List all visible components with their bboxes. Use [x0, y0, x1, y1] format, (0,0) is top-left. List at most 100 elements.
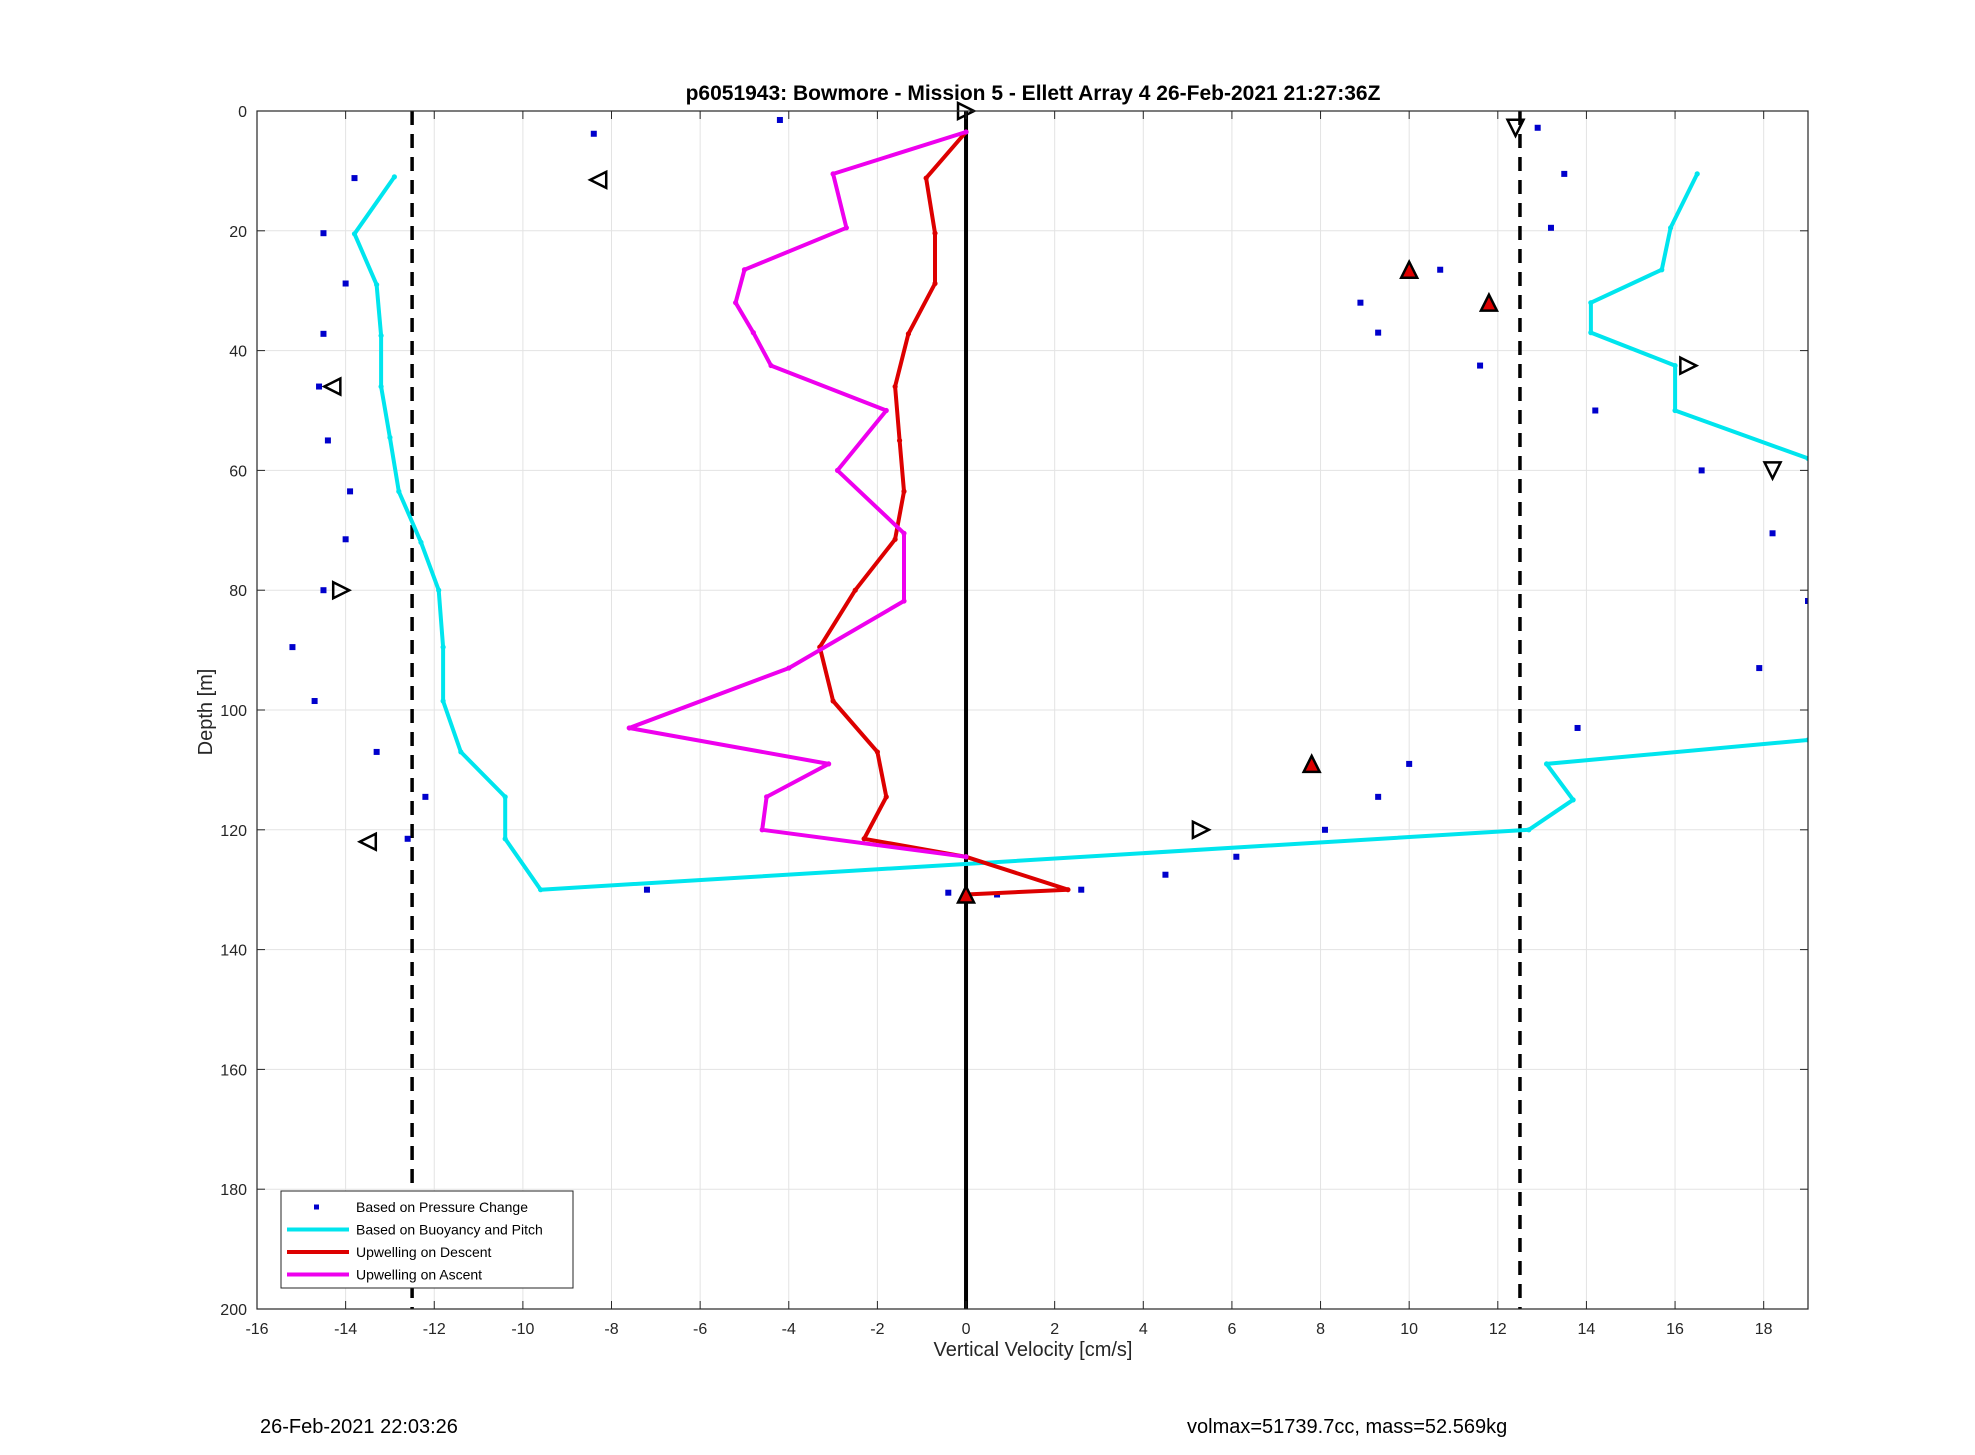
- chart-title: p6051943: Bowmore - Mission 5 - Ellett A…: [686, 82, 1381, 105]
- data-series: [289, 116, 1808, 898]
- x-tick-label: 14: [1578, 1321, 1596, 1338]
- pressure-change-point: [1437, 266, 1444, 273]
- buoyancy-pitch-line-vertex: [351, 231, 358, 237]
- triangle-up-filled-marker: [1399, 258, 1420, 279]
- legend-swatch-dot: [314, 1204, 319, 1210]
- pressure-change-point: [311, 698, 318, 705]
- pressure-change-point: [347, 488, 354, 495]
- y-tick-label: 0: [238, 104, 247, 121]
- y-axis-label: Depth [m]: [195, 669, 217, 756]
- buoyancy-pitch-line-vertex: [502, 794, 508, 800]
- x-axis-label: Vertical Velocity [cm/s]: [934, 1339, 1133, 1361]
- triangle-up-filled-marker: [1478, 291, 1499, 312]
- buoyancy-pitch-line-right-vertex: [1659, 267, 1665, 273]
- y-tick-label: 120: [220, 823, 247, 840]
- ascent-upwelling-line-vertex: [764, 794, 770, 800]
- footer-timestamp: 26-Feb-2021 22:03:26: [260, 1416, 458, 1438]
- ascent-upwelling-line-vertex: [834, 467, 841, 473]
- pressure-change-point: [351, 175, 358, 182]
- ascent-upwelling-line-vertex: [901, 530, 907, 536]
- pressure-change-point: [1547, 224, 1554, 231]
- legend-label: Upwelling on Ascent: [356, 1267, 482, 1283]
- triangle-left-marker: [587, 169, 608, 190]
- triangle-down-marker: [1762, 461, 1783, 482]
- pressure-change-point: [1574, 724, 1581, 731]
- buoyancy-pitch-line-right: [1588, 173, 1808, 461]
- buoyancy-pitch-line-right-vertex: [1672, 362, 1678, 369]
- descent-upwelling-line-vertex: [932, 230, 938, 236]
- descent-upwelling-line-vertex: [932, 280, 938, 287]
- descent-upwelling-line-vertex: [874, 749, 881, 755]
- pressure-change-point: [1078, 886, 1085, 893]
- triangle-down-marker: [1505, 118, 1526, 139]
- pressure-change-point: [590, 130, 597, 137]
- buoyancy-pitch-line-vertex: [1526, 827, 1532, 833]
- pressure-change-point: [324, 437, 331, 444]
- y-tick-label: 20: [229, 224, 247, 241]
- reference-lines: [410, 111, 1522, 1309]
- data-markers: [321, 100, 1783, 904]
- pressure-change-point: [776, 116, 783, 123]
- descent-upwelling-line-vertex: [923, 175, 929, 181]
- ascent-upwelling-line-vertex: [750, 330, 756, 336]
- y-tick-label: 40: [229, 344, 247, 361]
- pressure-change-point: [643, 886, 650, 893]
- pressure-change-point: [1805, 597, 1808, 604]
- x-tick-label: -8: [604, 1321, 618, 1338]
- x-tick-label: -16: [245, 1321, 268, 1338]
- buoyancy-pitch-line-vertex: [502, 836, 508, 842]
- legend-label: Upwelling on Descent: [356, 1244, 492, 1260]
- pressure-change-point: [1592, 407, 1599, 414]
- ascent-upwelling-line-vertex: [768, 362, 774, 369]
- descent-upwelling-line-vertex: [892, 383, 898, 390]
- pressure-change-point: [945, 889, 952, 896]
- buoyancy-pitch-line-vertex: [458, 749, 464, 755]
- buoyancy-pitch-line-vertex: [1805, 737, 1808, 743]
- y-tick-label: 180: [220, 1182, 247, 1199]
- buoyancy-pitch-line-vertex: [378, 383, 384, 390]
- pressure-change-point: [1698, 467, 1705, 474]
- buoyancy-pitch-line-vertex: [1543, 761, 1550, 767]
- x-tick-label: -14: [334, 1321, 357, 1338]
- buoyancy-pitch-line-vertex: [440, 644, 446, 650]
- buoyancy-pitch-line-vertex: [387, 434, 393, 441]
- buoyancy-pitch-line-vertex: [436, 587, 442, 593]
- x-tick-label: 8: [1316, 1321, 1325, 1338]
- descent-upwelling-line-vertex: [901, 488, 907, 494]
- x-tick-label: 0: [962, 1321, 971, 1338]
- y-tick-label: 100: [220, 703, 247, 720]
- descent-upwelling-line-vertex: [830, 698, 836, 704]
- pressure-change-point: [1233, 853, 1240, 860]
- pressure-change-point: [1769, 530, 1776, 537]
- descent-upwelling-line-vertex: [892, 536, 898, 542]
- buoyancy-pitch-line-vertex: [374, 282, 380, 288]
- x-tick-label: 4: [1139, 1321, 1148, 1338]
- x-tick-label: 2: [1050, 1321, 1059, 1338]
- pressure-change-point: [1477, 362, 1484, 369]
- buoyancy-pitch-line-vertex: [538, 887, 544, 893]
- x-tick-label: 16: [1666, 1321, 1684, 1338]
- buoyancy-pitch-line-vertex: [378, 333, 384, 339]
- pressure-change-point: [320, 330, 327, 337]
- pressure-change-point: [320, 230, 327, 237]
- buoyancy-pitch-line-right-vertex: [1668, 225, 1674, 231]
- legend: Based on Pressure Change Based on Buoyanc…: [280, 1190, 574, 1289]
- y-tick-label: 160: [220, 1062, 247, 1079]
- y-tick-label: 200: [220, 1302, 247, 1319]
- pressure-change-point: [1357, 299, 1364, 306]
- ascent-upwelling-line-vertex: [786, 665, 792, 671]
- buoyancy-pitch-line-vertex: [418, 539, 424, 545]
- x-tick-label: -2: [870, 1321, 884, 1338]
- descent-upwelling-line-vertex: [852, 587, 858, 593]
- descent-upwelling-line: [817, 130, 1070, 897]
- pressure-change-point: [316, 383, 323, 390]
- ascent-upwelling-line-vertex: [901, 598, 907, 604]
- ascent-upwelling-line-vertex: [732, 300, 739, 306]
- triangle-up-filled-marker: [956, 883, 977, 904]
- buoyancy-pitch-line-vertex: [391, 174, 397, 180]
- pressure-change-point: [1162, 871, 1169, 878]
- triangle-right-marker: [1679, 355, 1700, 376]
- buoyancy-pitch-line-right-vertex: [1588, 330, 1594, 336]
- x-tick-label: -10: [511, 1321, 534, 1338]
